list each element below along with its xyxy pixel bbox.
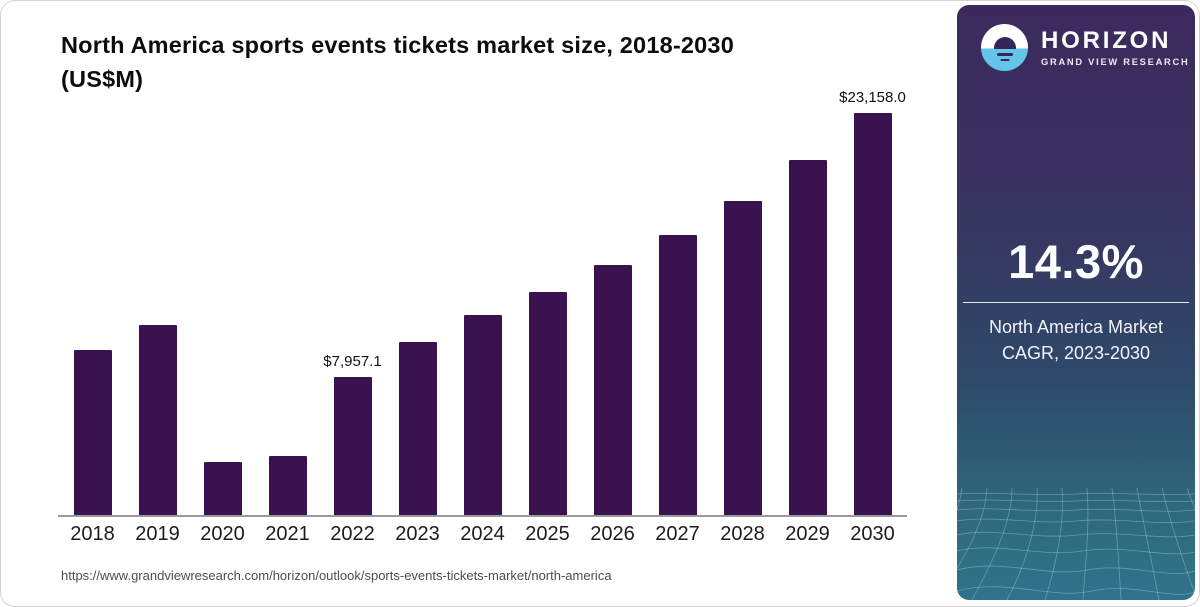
- bar-column-2030: $23,158.0: [839, 1, 906, 515]
- bar-column-2027: [645, 1, 710, 515]
- bar-column-2019: [125, 1, 190, 515]
- bar-column-2018: [60, 1, 125, 515]
- bar-2030: [853, 113, 892, 515]
- bar-column-2022: $7,957.1: [320, 1, 385, 515]
- logo-sun-icon: [993, 37, 1016, 49]
- bar-2027: [658, 235, 697, 515]
- x-axis-label-2019: 2019: [135, 523, 180, 545]
- x-axis-label-2028: 2028: [720, 523, 765, 545]
- bar-2018: [73, 349, 112, 515]
- cagr-block: 14.3% North America Market CAGR, 2023-20…: [957, 234, 1195, 366]
- bar-2029: [788, 160, 827, 515]
- chart-title-line1: North America sports events tickets mark…: [61, 32, 734, 58]
- x-axis-label-2024: 2024: [460, 523, 505, 545]
- logo-reflection-line: [1000, 58, 1009, 62]
- x-axis-label-2030: 2030: [850, 523, 895, 545]
- cagr-value: 14.3%: [1008, 235, 1144, 288]
- bar-column-2021: [255, 1, 320, 515]
- brand-subtitle: GRAND VIEW RESEARCH: [1041, 57, 1190, 67]
- x-axis-label-2022: 2022: [330, 523, 375, 545]
- bar-value-label-2030: $23,158.0: [839, 89, 906, 106]
- bar-column-2029: [775, 1, 840, 515]
- bar-2019: [138, 324, 177, 515]
- x-axis-label-2027: 2027: [655, 523, 700, 545]
- brand-text: HORIZON GRAND VIEW RESEARCH: [1041, 27, 1190, 68]
- x-axis-label-2018: 2018: [70, 523, 115, 545]
- bar-2023: [398, 341, 437, 515]
- x-axis-line: [58, 515, 907, 517]
- x-axis-labels: 2018 2019 2020 2021 2022 2023 2024 2025 2026 2027…: [60, 523, 905, 546]
- brand-row: HORIZON GRAND VIEW RESEARCH: [981, 24, 1189, 71]
- bar-2022: [333, 376, 372, 515]
- bar-column-2028: [710, 1, 775, 515]
- bar-column-2020: [190, 1, 255, 515]
- bar-chart-plot: $7,957.1 $23,158.0: [60, 1, 906, 515]
- bar-2025: [528, 291, 567, 515]
- x-axis-label-2023: 2023: [395, 523, 440, 545]
- cagr-caption-line1: North America Market: [988, 317, 1164, 338]
- cagr-caption: North America Market CAGR, 2023-2030: [957, 314, 1195, 366]
- cagr-caption-line2: CAGR, 2023-2030: [1001, 343, 1151, 364]
- bar-2020: [203, 462, 242, 515]
- bar-column-2026: [580, 1, 645, 515]
- x-axis-label-2029: 2029: [785, 523, 830, 545]
- x-axis-label-2020: 2020: [200, 523, 245, 545]
- bar-column-2024: [450, 1, 515, 515]
- horizon-logo-icon: [981, 24, 1028, 71]
- brand-sidebar: HORIZON GRAND VIEW RESEARCH 14.3% North …: [957, 5, 1195, 600]
- x-axis-label-2025: 2025: [525, 523, 570, 545]
- bar-2021: [268, 456, 307, 515]
- wireframe-mesh-decoration: [957, 488, 1195, 600]
- logo-reflection-line: [996, 53, 1013, 56]
- x-axis-label-2026: 2026: [590, 523, 635, 545]
- x-axis-label-2021: 2021: [265, 523, 310, 545]
- bar-2026: [593, 264, 632, 515]
- bar-value-label-2022: $7,957.1: [323, 352, 382, 370]
- cagr-divider: [963, 302, 1189, 304]
- source-url: https://www.grandviewresearch.com/horizo…: [61, 568, 612, 583]
- brand-name: HORIZON: [1041, 27, 1172, 54]
- bar-2028: [723, 201, 762, 515]
- bar-2024: [463, 314, 502, 515]
- chart-title-line2: (US$M): [61, 66, 144, 92]
- chart-title: North America sports events tickets mark…: [61, 28, 911, 96]
- bar-column-2023: [385, 1, 450, 515]
- bar-column-2025: [515, 1, 580, 515]
